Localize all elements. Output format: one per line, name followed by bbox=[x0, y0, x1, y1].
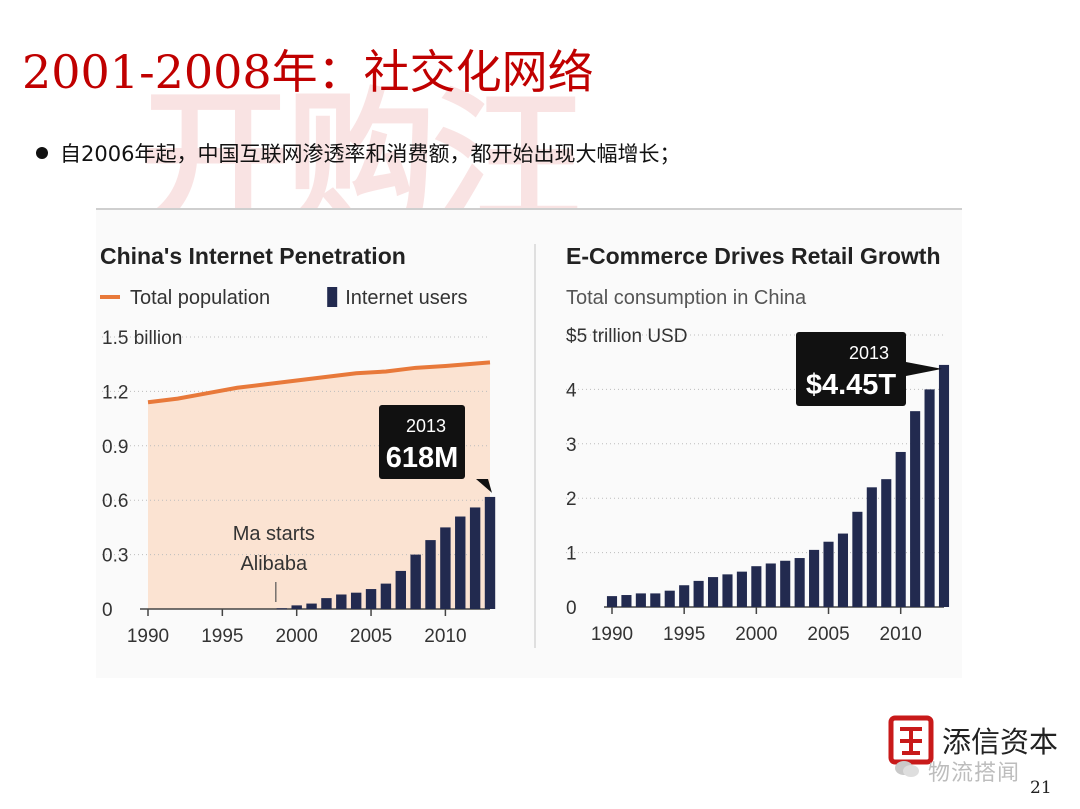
y-tick-label: 0 bbox=[102, 600, 113, 621]
bar bbox=[722, 574, 733, 607]
charts-figure: China's Internet Penetration Total popula… bbox=[96, 208, 962, 678]
y-tick-label: 0 bbox=[566, 598, 577, 619]
bar bbox=[881, 479, 892, 607]
y-tick-label: 0.6 bbox=[102, 491, 128, 512]
bar bbox=[809, 549, 820, 607]
annotation-text: Alibaba bbox=[240, 553, 308, 575]
bar bbox=[306, 603, 317, 609]
bar bbox=[365, 589, 377, 609]
bar bbox=[837, 533, 849, 607]
bar bbox=[693, 580, 704, 607]
x-tick-label: 2005 bbox=[807, 624, 849, 645]
callout-year: 2013 bbox=[406, 416, 446, 436]
bar bbox=[321, 598, 332, 609]
bar bbox=[679, 585, 690, 607]
bar bbox=[395, 570, 406, 609]
x-tick-label: 2010 bbox=[424, 626, 466, 647]
legend-label: Internet users bbox=[345, 287, 467, 309]
legend-swatch-bar bbox=[327, 287, 338, 307]
y-tick-label: 0.3 bbox=[102, 546, 128, 567]
chart-title: E-Commerce Drives Retail Growth bbox=[566, 243, 941, 269]
callout-value: $4.45T bbox=[806, 369, 897, 401]
seal-logo-icon bbox=[888, 715, 934, 765]
bar bbox=[736, 571, 747, 607]
bar bbox=[823, 541, 834, 607]
y-tick-label: 0.9 bbox=[102, 437, 128, 458]
x-tick-label: 2000 bbox=[276, 626, 318, 647]
bar bbox=[410, 554, 421, 609]
x-tick-label: 2005 bbox=[350, 626, 392, 647]
y-tick-label: $5 trillion USD bbox=[566, 326, 687, 347]
bar bbox=[484, 496, 496, 609]
bar bbox=[380, 583, 392, 609]
charts-svg: China's Internet Penetration Total popula… bbox=[96, 208, 962, 678]
bar bbox=[924, 389, 935, 607]
bar bbox=[780, 560, 791, 607]
bar bbox=[895, 451, 906, 607]
bar bbox=[866, 487, 877, 607]
callout-box bbox=[379, 405, 465, 479]
bullet-text: 自2006年起，中国互联网渗透率和消费额，都开始出现大幅增长； bbox=[60, 142, 681, 166]
x-tick-label: 1995 bbox=[201, 626, 243, 647]
page-number: 21 bbox=[1030, 778, 1052, 798]
x-tick-label: 1990 bbox=[591, 624, 633, 645]
y-tick-label: 1.5 billion bbox=[102, 328, 182, 349]
bar bbox=[910, 411, 921, 607]
callout-value: 618M bbox=[386, 442, 459, 474]
bar bbox=[938, 364, 950, 607]
bullet-point: 自2006年起，中国互联网渗透率和消费额，都开始出现大幅增长； bbox=[36, 138, 680, 168]
bullet-dot-icon bbox=[36, 147, 48, 159]
x-tick-label: 1990 bbox=[127, 626, 169, 647]
x-tick-label: 1995 bbox=[663, 624, 705, 645]
bar bbox=[440, 527, 451, 609]
callout-pointer bbox=[906, 362, 942, 376]
callout-box bbox=[796, 332, 906, 406]
legend-label: Total population bbox=[130, 287, 270, 309]
bar bbox=[469, 507, 481, 609]
bar bbox=[336, 594, 347, 609]
population-line bbox=[147, 360, 491, 405]
chart-subtitle: Total consumption in China bbox=[566, 287, 807, 309]
bar bbox=[350, 592, 362, 609]
wechat-icon bbox=[895, 761, 919, 777]
bar bbox=[650, 593, 661, 607]
logo-overlay-text: 物流搭闻 bbox=[928, 761, 1021, 786]
bar bbox=[852, 511, 863, 607]
bar bbox=[794, 558, 805, 607]
bar bbox=[707, 577, 719, 607]
callout-year: 2013 bbox=[849, 343, 889, 363]
y-tick-label: 4 bbox=[566, 380, 577, 401]
bar bbox=[765, 563, 776, 607]
chart-internet-penetration: China's Internet Penetration Total popula… bbox=[100, 243, 496, 647]
logo-name: 添信资本 bbox=[942, 725, 1059, 759]
bar bbox=[635, 593, 646, 607]
bar bbox=[276, 608, 288, 610]
x-tick-label: 2010 bbox=[880, 624, 922, 645]
bar bbox=[621, 595, 632, 607]
annotation-text: Ma starts bbox=[233, 523, 315, 545]
chart-ecommerce-retail: E-Commerce Drives Retail Growth Total con… bbox=[566, 243, 950, 645]
bar bbox=[425, 540, 436, 609]
bar bbox=[664, 590, 675, 607]
bar bbox=[291, 605, 302, 609]
slide-title: 2001-2008年：社交化网络 bbox=[22, 45, 594, 99]
y-tick-label: 2 bbox=[566, 489, 577, 510]
y-tick-label: 3 bbox=[566, 435, 577, 456]
chart-title: China's Internet Penetration bbox=[100, 243, 406, 269]
brand-logo: 添信资本 物流搭闻 bbox=[888, 715, 1078, 786]
y-tick-label: 1 bbox=[566, 544, 577, 565]
bar bbox=[751, 566, 762, 607]
bar bbox=[455, 516, 466, 609]
x-tick-label: 2000 bbox=[735, 624, 777, 645]
population-area bbox=[148, 362, 490, 609]
callout-pointer bbox=[476, 479, 492, 493]
y-tick-label: 1.2 bbox=[102, 382, 128, 403]
bar bbox=[606, 596, 618, 607]
